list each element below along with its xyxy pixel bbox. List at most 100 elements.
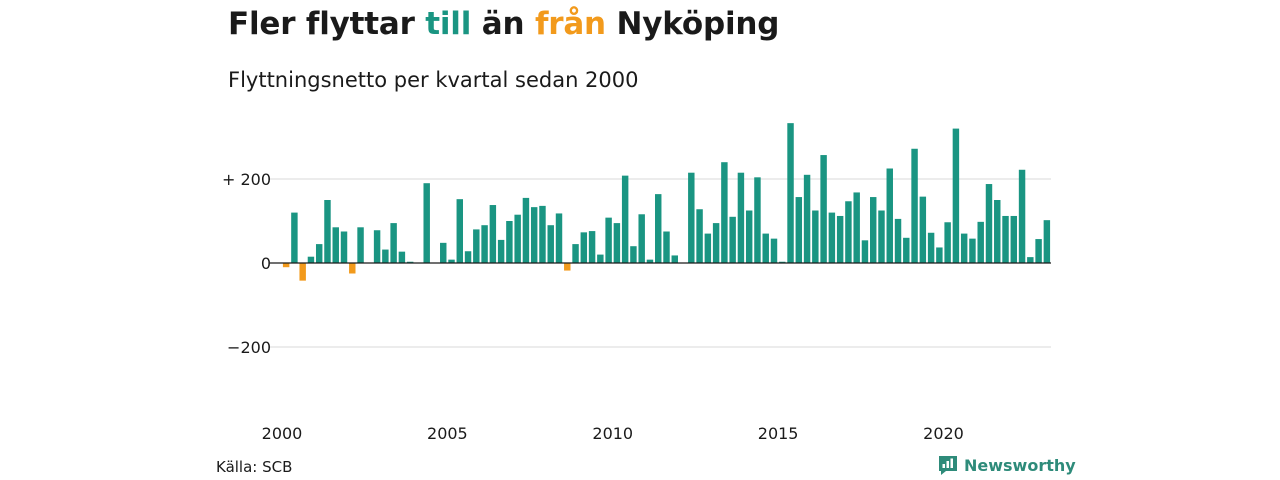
bar-positive (886, 168, 893, 263)
bar-positive (613, 223, 621, 263)
bar-positive (820, 155, 827, 263)
bar-positive (580, 232, 588, 263)
bar-positive (878, 210, 885, 263)
bar-positive (787, 123, 794, 263)
y-tick-label: + 200 (222, 170, 271, 189)
bar-negative (299, 263, 306, 281)
bar-positive (448, 259, 455, 263)
x-tick-label: 2020 (923, 424, 964, 443)
bar-positive (977, 221, 984, 263)
bar-positive (373, 230, 381, 263)
bar-positive (547, 225, 554, 263)
bar-positive (836, 215, 844, 263)
bar-positive (671, 255, 678, 263)
bar-positive (497, 239, 505, 263)
bar-positive (911, 148, 918, 263)
bar-positive (803, 174, 811, 263)
bar-positive (390, 223, 397, 263)
bar-negative (282, 263, 290, 268)
title-highlight-out: från (534, 6, 606, 42)
bar-positive (762, 233, 769, 263)
bar-positive (770, 238, 778, 263)
bar-positive (646, 259, 654, 263)
x-tick-label: 2010 (592, 424, 633, 443)
bar-positive (597, 254, 604, 263)
y-tick-label: −200 (227, 338, 271, 357)
x-tick-label: 2000 (262, 424, 303, 443)
bar-positive (539, 205, 546, 263)
bar-positive (812, 210, 819, 263)
bar-positive (307, 256, 315, 263)
bar-positive (919, 196, 927, 263)
bar-positive (927, 232, 935, 263)
bar-positive (737, 172, 745, 263)
bar-positive (721, 162, 728, 263)
bar-positive (861, 240, 869, 263)
bar-positive (936, 247, 943, 263)
bar-positive (638, 214, 645, 263)
bar-positive (870, 197, 877, 263)
bar-positive (473, 229, 480, 263)
title-highlight-in: till (425, 6, 472, 42)
bar-positive (357, 227, 364, 263)
bar-positive (398, 251, 406, 263)
bar-positive (481, 225, 488, 263)
bar-positive (489, 205, 497, 263)
bar-positive (952, 128, 960, 263)
x-axis-ticks: 2000 2005 2010 2015 2020 (262, 424, 964, 443)
bar-positive (712, 223, 720, 263)
bar-positive (1010, 215, 1018, 263)
bar-positive (572, 244, 579, 263)
bar-positive (514, 214, 521, 263)
bar-positive (853, 192, 860, 263)
bar-negative (564, 263, 571, 271)
title-part-3: Nyköping (605, 6, 780, 42)
bar-positive (340, 231, 348, 263)
bar-positive (704, 233, 712, 263)
brand-logo: Newsworthy (938, 455, 1076, 475)
bars (282, 123, 1051, 281)
bar-positive (555, 213, 563, 263)
bar-positive (894, 218, 902, 263)
bar-positive (1002, 215, 1009, 263)
bar-positive (332, 227, 339, 263)
bar-positive (795, 197, 803, 263)
source-note: Källa: SCB (216, 458, 293, 476)
bar-positive (745, 210, 753, 263)
bar-positive (1035, 239, 1042, 263)
bar-positive (985, 184, 993, 263)
bar-positive (291, 212, 298, 263)
bar-positive (696, 209, 703, 263)
bar-positive (828, 212, 836, 263)
y-tick-label: 0 (261, 254, 271, 273)
bar-positive (1043, 220, 1051, 263)
x-tick-label: 2015 (758, 424, 799, 443)
bar-positive (663, 231, 670, 263)
bar-positive (688, 172, 695, 263)
y-axis-ticks: −200 0 + 200 (222, 170, 271, 357)
bar-positive (960, 233, 968, 263)
bar-positive (1018, 169, 1026, 263)
bar-positive (440, 242, 447, 263)
bar-positive (530, 207, 538, 263)
bar-positive (845, 201, 852, 263)
gridlines (270, 178, 1051, 348)
bar-positive (456, 199, 463, 263)
bar-positive (903, 237, 910, 263)
bar-positive (324, 200, 331, 263)
bar-positive (464, 251, 472, 263)
bar-positive (605, 217, 612, 263)
bar-negative (349, 263, 356, 274)
bar-positive (994, 200, 1001, 263)
chart-title: Fler flyttar till än från Nyköping (228, 6, 779, 42)
bar-positive (944, 222, 951, 263)
bar-positive (315, 244, 323, 263)
chart-subtitle: Flyttningsnetto per kvartal sedan 2000 (228, 68, 639, 92)
bar-positive (423, 183, 430, 263)
bar-positive (522, 197, 530, 263)
bar-positive (382, 249, 389, 263)
bar-positive (588, 231, 596, 263)
bar-positive (754, 177, 761, 263)
bar-positive (1027, 257, 1034, 263)
